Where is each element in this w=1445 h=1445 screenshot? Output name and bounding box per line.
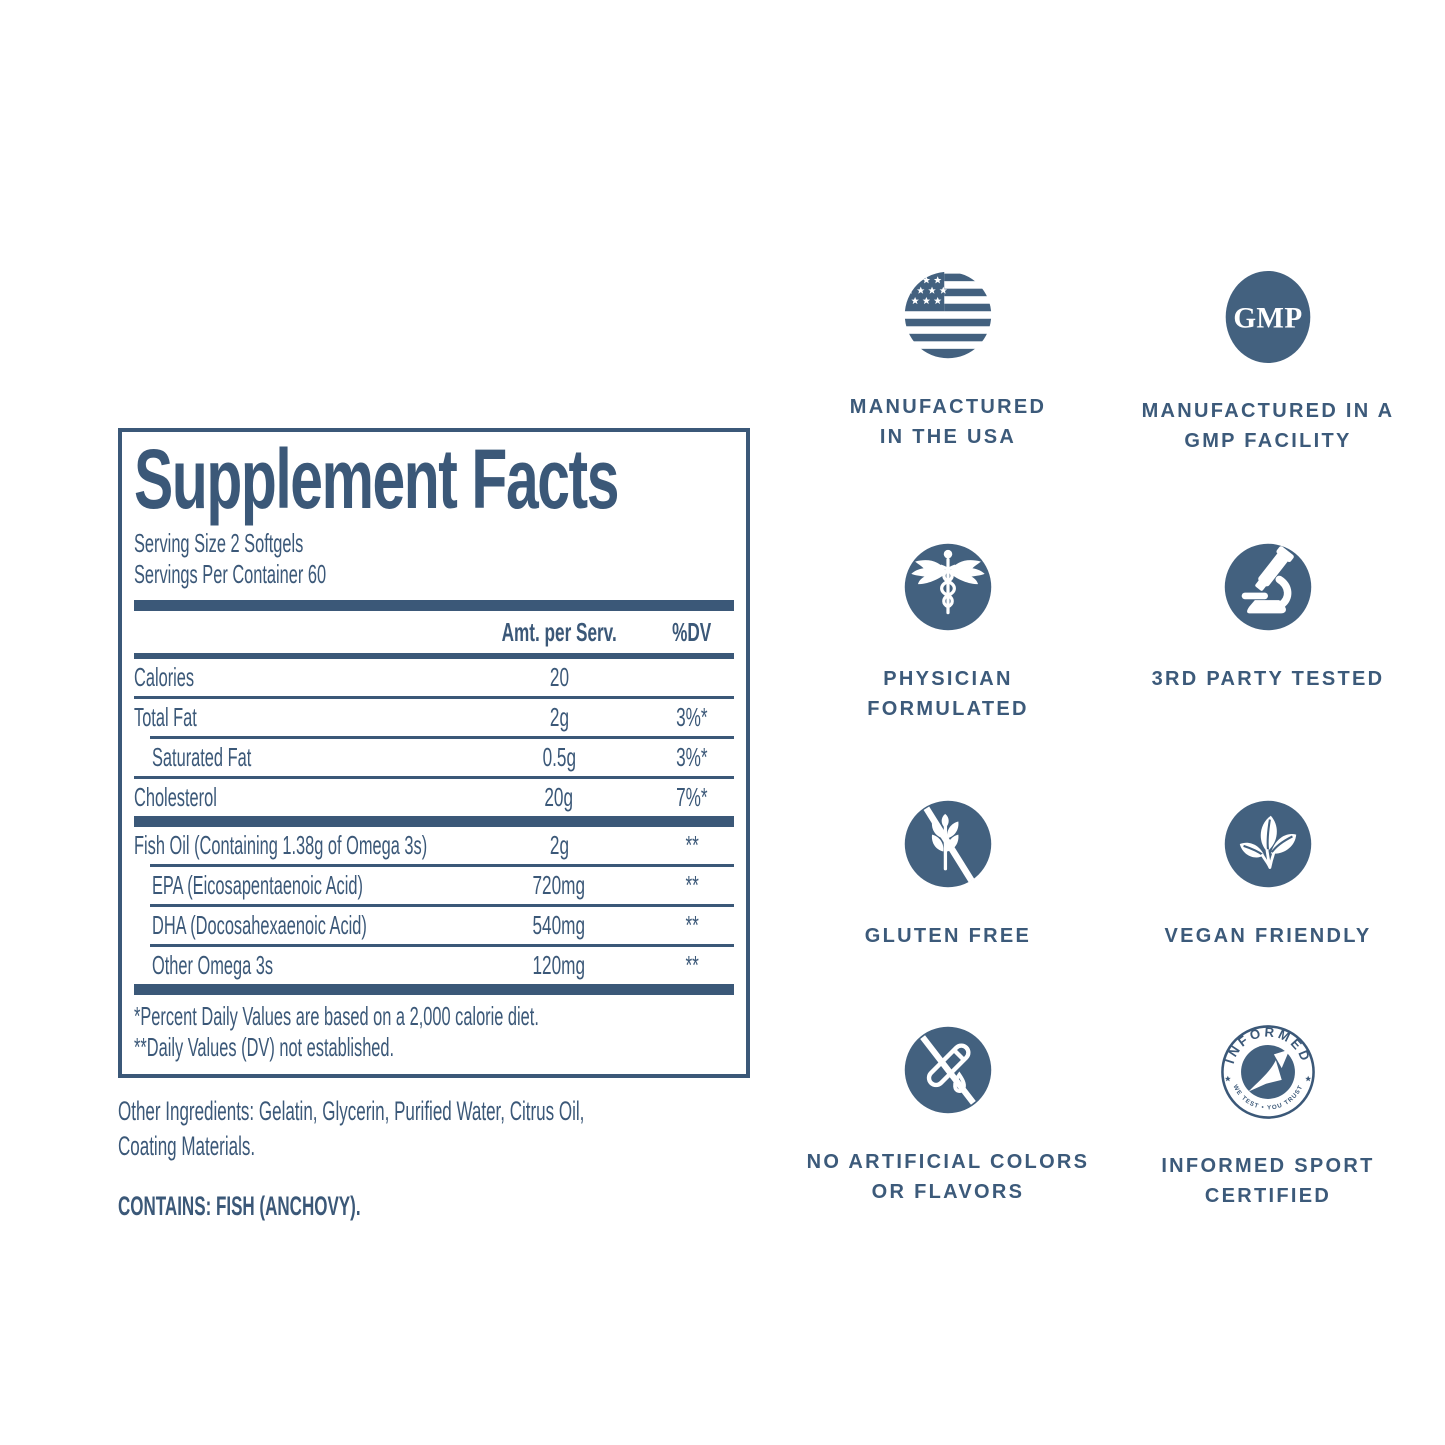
divider-medium <box>134 652 734 659</box>
header-dv: %DV <box>672 616 712 647</box>
supplement-facts-column: Supplement Facts Serving Size 2 Softgels… <box>118 428 750 1249</box>
divider-thin <box>150 943 734 947</box>
gmp-text: GMP <box>1233 302 1302 334</box>
table-row-other-omega3s: Other Omega 3s 120mg ** <box>152 949 699 980</box>
table-row-fish-oil: Fish Oil (Containing 1.38g of Omega 3s) … <box>134 829 699 860</box>
table-row-calories: Calories 20 <box>134 661 569 692</box>
gluten-free-icon <box>904 800 992 888</box>
badge-vegan-friendly: VEGAN FRIENDLY <box>1108 797 1428 1023</box>
other-ingredients-text: Other Ingredients: Gelatin, Glycerin, Pu… <box>118 1096 585 1162</box>
table-row-total-fat: Total Fat 2g 3%* <box>134 701 708 732</box>
divider-thick <box>134 983 734 995</box>
badge-label: INFORMED SPORT CERTIFIED <box>1161 1155 1375 1207</box>
table-row-cholesterol: Cholesterol 20g 7%* <box>134 781 708 812</box>
informed-sport-icon: INFORMED WE TEST • YOU TRUST <box>1221 1024 1315 1119</box>
panel-title: Supplement Facts <box>134 432 619 526</box>
servings-per-container: Servings Per Container 60 <box>134 558 327 589</box>
badge-gluten-free: GLUTEN FREE <box>788 797 1108 1023</box>
badge-physician-formulated: PHYSICIAN FORMULATED <box>788 540 1108 797</box>
table-row-saturated-fat: Saturated Fat 0.5g 3%* <box>152 741 708 772</box>
divider-thin <box>150 735 734 739</box>
divider-thin <box>150 863 734 867</box>
badge-label: MANUFACTURED IN A GMP FACILITY <box>1141 400 1395 452</box>
badge-gmp-facility: GMP MANUFACTURED IN A GMP FACILITY <box>1108 268 1428 540</box>
table-row-dha: DHA (Docosahexaenoic Acid) 540mg ** <box>152 909 699 940</box>
supplement-facts-panel: Supplement Facts Serving Size 2 Softgels… <box>118 428 750 1079</box>
badge-label: MANUFACTURED IN THE USA <box>849 396 1047 448</box>
serving-size: Serving Size 2 Softgels <box>134 528 304 559</box>
divider-thin <box>150 903 734 907</box>
divider-thick <box>134 599 734 611</box>
no-artificial-icon <box>904 1026 992 1114</box>
caduceus-icon <box>904 543 992 631</box>
footnote-dv-not-established: **Daily Values (DV) not established. <box>134 1032 395 1063</box>
divider-thin <box>134 775 734 779</box>
table-header-row: Amt. per Serv. %DV <box>134 611 734 653</box>
contains-allergen-text: CONTAINS: FISH (ANCHOVY). <box>118 1191 361 1222</box>
footnote-daily-values: *Percent Daily Values are based on a 2,0… <box>134 1000 539 1031</box>
vegan-leaf-icon <box>1224 800 1312 888</box>
divider-thin <box>134 695 734 699</box>
header-amount: Amt. per Serv. <box>501 616 617 647</box>
gmp-icon: GMP <box>1225 270 1311 364</box>
badge-label: PHYSICIAN FORMULATED <box>867 668 1029 720</box>
table-row-epa: EPA (Eicosapentaenoic Acid) 720mg ** <box>152 869 699 900</box>
usa-flag-icon <box>904 271 992 359</box>
badge-no-artificial-colors: NO ARTIFICIAL COLORS OR FLAVORS <box>788 1023 1108 1211</box>
certification-badges-grid: MANUFACTURED IN THE USA GMP MANUFACTURED… <box>788 268 1428 1211</box>
badge-label: 3RD PARTY TESTED <box>1151 668 1385 690</box>
badge-label: GLUTEN FREE <box>864 925 1032 947</box>
divider-thick <box>134 815 734 827</box>
microscope-icon <box>1224 543 1312 631</box>
badge-3rd-party-tested: 3RD PARTY TESTED <box>1108 540 1428 797</box>
badge-label: NO ARTIFICIAL COLORS OR FLAVORS <box>806 1151 1090 1203</box>
footnotes: *Percent Daily Values are based on a 2,0… <box>134 995 734 1064</box>
badge-manufactured-usa: MANUFACTURED IN THE USA <box>788 268 1108 540</box>
badge-label: VEGAN FRIENDLY <box>1164 925 1372 947</box>
badge-informed-sport: INFORMED WE TEST • YOU TRUST INFORMED SP… <box>1108 1023 1428 1211</box>
